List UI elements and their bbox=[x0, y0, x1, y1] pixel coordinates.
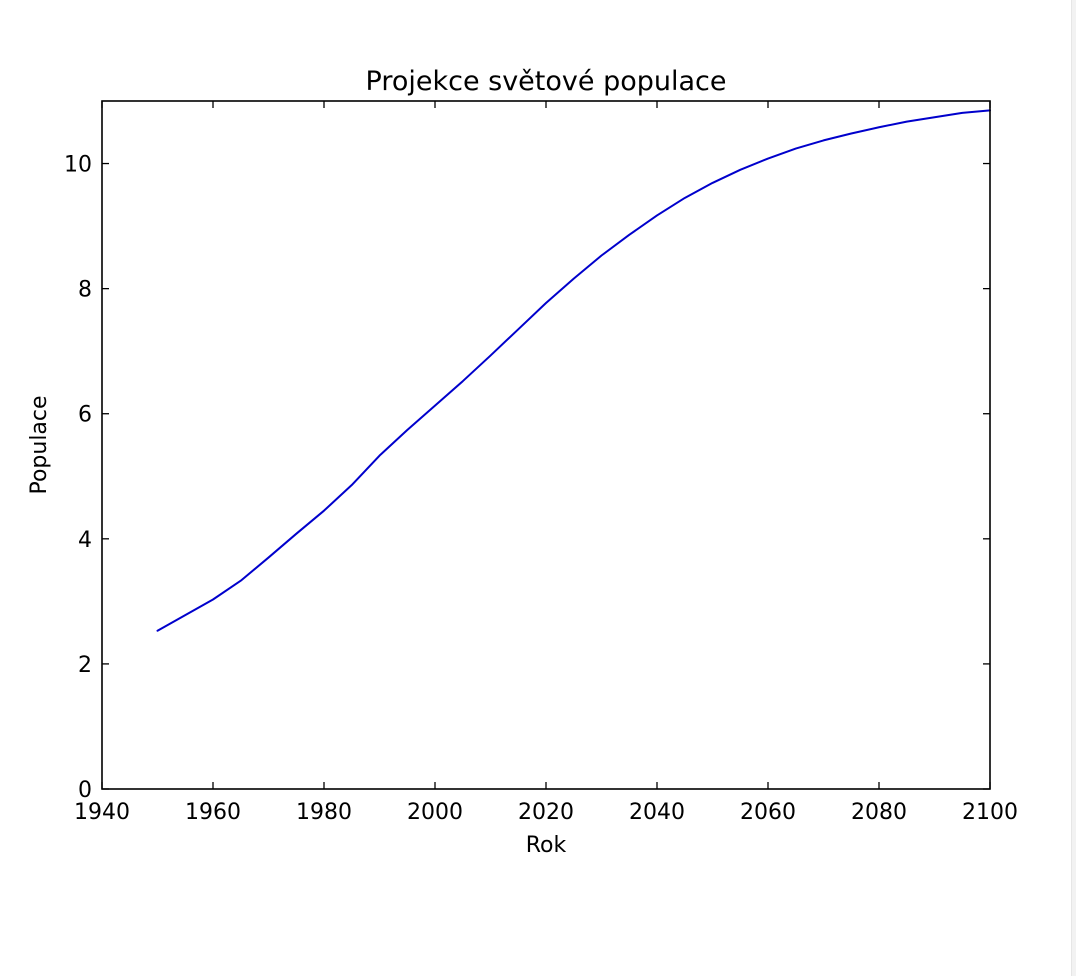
plot-area: 1940 1960 1980 2000 2020 2040 2060 2080 2100 0 2 4 6… bbox=[64, 100, 1018, 825]
x-tick-label: 2020 bbox=[518, 800, 574, 825]
plot-frame bbox=[101, 100, 991, 790]
x-tick-label: 1940 bbox=[74, 800, 130, 825]
y-tick-label: 8 bbox=[78, 278, 92, 303]
y-tick-label: 0 bbox=[78, 778, 92, 803]
chart-title: Projekce světové populace bbox=[366, 66, 727, 97]
window-edge bbox=[1071, 0, 1076, 976]
series-line bbox=[156, 109, 991, 632]
x-tick-label: 1960 bbox=[185, 800, 241, 825]
y-tick-label: 4 bbox=[78, 528, 92, 553]
y-tick-label: 10 bbox=[64, 153, 92, 178]
x-tick-label: 2100 bbox=[962, 800, 1018, 825]
y-tick-label: 6 bbox=[78, 403, 92, 428]
x-axis-title: Rok bbox=[526, 833, 567, 858]
x-tick-label: 2000 bbox=[407, 800, 463, 825]
y-tick-label: 2 bbox=[78, 653, 92, 678]
x-tick-label: 2040 bbox=[629, 800, 685, 825]
x-tick-label: 2060 bbox=[740, 800, 796, 825]
x-tick-label: 2080 bbox=[851, 800, 907, 825]
y-axis-title: Populace bbox=[27, 395, 52, 494]
x-tick-label: 1980 bbox=[296, 800, 352, 825]
